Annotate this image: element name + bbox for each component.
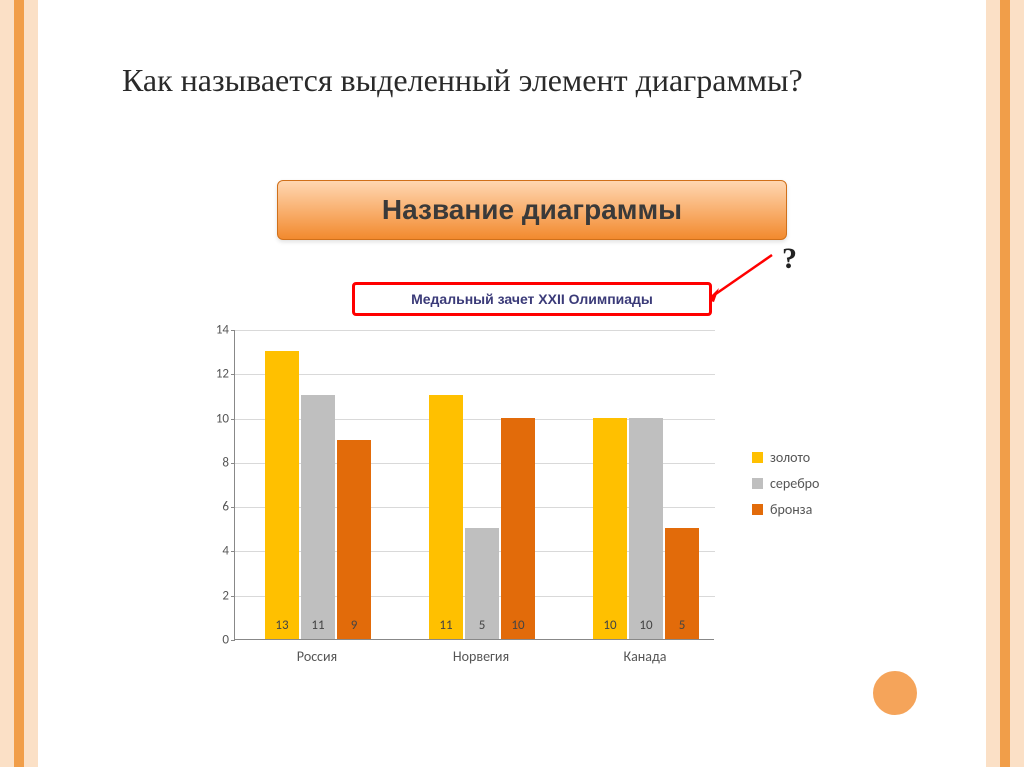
bar-серебро: 5 xyxy=(465,528,499,639)
y-tick-label: 14 xyxy=(205,323,229,338)
bar-бронза: 9 xyxy=(337,440,371,639)
y-tick-label: 0 xyxy=(205,633,229,648)
bar-value-label: 5 xyxy=(665,618,699,633)
gridline xyxy=(235,374,715,375)
y-tick-label: 4 xyxy=(205,544,229,559)
legend-label: бронза xyxy=(770,501,812,518)
legend-item: серебро xyxy=(752,475,819,492)
bar-value-label: 10 xyxy=(501,618,535,633)
legend-swatch xyxy=(752,452,763,463)
bar-серебро: 10 xyxy=(629,418,663,639)
bar-серебро: 11 xyxy=(301,395,335,639)
decorative-stripe xyxy=(14,0,24,767)
chart-title-highlighted: Медальный зачет XXII Олимпиады xyxy=(352,282,712,316)
bar-золото: 10 xyxy=(593,418,627,639)
y-tick-label: 2 xyxy=(205,588,229,603)
x-category-label: Россия xyxy=(257,648,377,665)
decorative-stripe xyxy=(0,0,14,767)
bar-золото: 13 xyxy=(265,351,299,639)
y-tick-label: 6 xyxy=(205,500,229,515)
question-text: Как называется выделенный элемент диагра… xyxy=(122,60,902,100)
legend-swatch xyxy=(752,504,763,515)
y-tick-label: 10 xyxy=(205,411,229,426)
bar-value-label: 5 xyxy=(465,618,499,633)
chart-container: Медальный зачет XXII Олимпиады 024681012… xyxy=(192,290,892,685)
bar-золото: 11 xyxy=(429,395,463,639)
y-tick-label: 8 xyxy=(205,455,229,470)
slide-content: Как называется выделенный элемент диагра… xyxy=(42,0,982,767)
answer-box: Название диаграммы xyxy=(277,180,787,240)
answer-label: Название диаграммы xyxy=(382,194,682,226)
y-tick-label: 12 xyxy=(205,367,229,382)
legend-item: золото xyxy=(752,449,819,466)
question-mark: ? xyxy=(782,242,797,276)
decorative-stripe xyxy=(1010,0,1024,767)
decorative-stripe xyxy=(1000,0,1010,767)
chart-legend: золото серебро бронза xyxy=(752,440,819,527)
bar-value-label: 13 xyxy=(265,618,299,633)
bar-бронза: 5 xyxy=(665,528,699,639)
chart-title-text: Медальный зачет XXII Олимпиады xyxy=(411,291,653,307)
bar-value-label: 11 xyxy=(429,618,463,633)
bar-value-label: 11 xyxy=(301,618,335,633)
bar-value-label: 10 xyxy=(593,618,627,633)
gridline xyxy=(235,330,715,331)
legend-swatch xyxy=(752,478,763,489)
x-category-label: Норвегия xyxy=(421,648,541,665)
decorative-stripe xyxy=(986,0,1000,767)
bar-value-label: 9 xyxy=(337,618,371,633)
decorative-circle-icon xyxy=(870,668,920,718)
bar-value-label: 10 xyxy=(629,618,663,633)
bar-бронза: 10 xyxy=(501,418,535,639)
chart-plot-area: 02468101214131191151010105 xyxy=(234,330,714,640)
legend-item: бронза xyxy=(752,501,819,518)
legend-label: серебро xyxy=(770,475,819,492)
legend-label: золото xyxy=(770,449,810,466)
x-category-label: Канада xyxy=(585,648,705,665)
decorative-stripe xyxy=(24,0,38,767)
